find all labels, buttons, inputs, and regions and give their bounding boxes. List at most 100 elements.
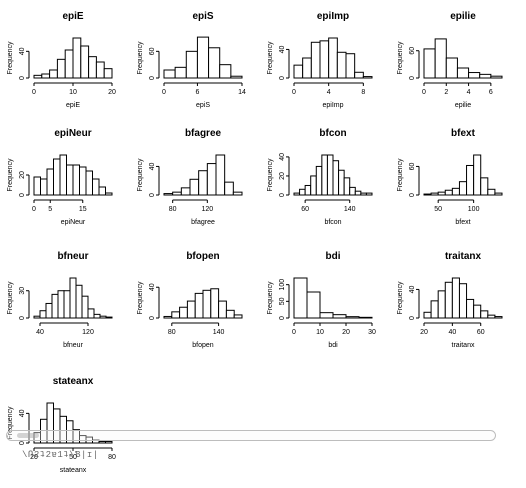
x-tick-label: 80 <box>169 206 177 213</box>
histogram-bar <box>345 316 360 319</box>
histogram-bar <box>315 165 323 196</box>
x-tick-label: 60 <box>301 206 309 213</box>
x-axis-label: traitanx <box>452 342 475 349</box>
histogram-bar <box>103 68 113 79</box>
histogram-bar <box>63 290 71 319</box>
histogram-bar <box>466 298 475 319</box>
y-axis-label: Frequency <box>7 281 14 315</box>
scrollbar-ghost-text: \Ո2ʇ2ɐ1ʇ\Ɓ|ɪ| <box>22 450 99 460</box>
y-tick-label: 40 <box>279 45 286 53</box>
y-axis-label: Frequency <box>397 41 404 75</box>
histogram-bar <box>302 57 312 79</box>
x-axis-label: bfagree <box>191 219 215 226</box>
histogram-bar <box>332 160 340 196</box>
histogram-bar <box>345 53 356 79</box>
histogram-bar <box>75 284 83 319</box>
histogram-bar <box>444 281 453 319</box>
y-tick-label: 0 <box>19 193 26 197</box>
y-tick-label: 40 <box>409 285 416 293</box>
x-tick-label: 20 <box>108 89 116 96</box>
y-tick-label: 40 <box>19 47 26 55</box>
y-tick-label: 40 <box>19 409 26 417</box>
x-tick-label: 50 <box>434 206 442 213</box>
histogram-bar <box>423 311 432 319</box>
y-axis-label: Frequency <box>267 281 274 315</box>
histogram-bar <box>480 310 489 319</box>
histogram-bar <box>33 315 41 319</box>
histogram-panel-epiImp: epiImp 0 4 8 epiImp 0 40 Frequency <box>267 11 373 109</box>
histogram-bar <box>189 178 200 196</box>
x-tick-label: 6 <box>195 89 199 96</box>
histogram-bar <box>98 441 106 444</box>
histogram-bar <box>92 178 100 196</box>
histogram-bar <box>186 300 196 319</box>
histogram-bar <box>45 302 53 319</box>
y-tick-label: 0 <box>279 76 286 80</box>
histogram-bar <box>215 154 226 196</box>
histogram-bar <box>458 181 468 196</box>
histogram-bar <box>98 186 106 196</box>
panel-title: bfopen <box>186 251 219 262</box>
histogram-bar <box>80 45 90 79</box>
y-tick-label: 0 <box>409 316 416 320</box>
histogram-bar <box>163 69 176 79</box>
x-tick-label: 10 <box>69 89 77 96</box>
histogram-bar <box>225 309 235 319</box>
histogram-panel-bdi: bdi 0 10 20 30 bdi 0 50 100 Frequency <box>267 251 376 349</box>
histogram-bar <box>180 187 191 196</box>
x-tick-label: 60 <box>477 329 485 336</box>
histogram-bar <box>49 69 58 79</box>
y-tick-label: 100 <box>279 279 286 291</box>
histogram-bar <box>365 192 373 196</box>
histogram-panel-bfneur: bfneur 40 120 bfneur 0 30 Frequency <box>7 251 113 349</box>
x-tick-label: 0 <box>32 89 36 96</box>
y-tick-label: 0 <box>19 316 26 320</box>
histogram-bar <box>33 74 43 79</box>
histogram-bar <box>79 166 87 196</box>
histogram-panel-epiNeur: epiNeur 0 5 15 epiNeur 0 20 Frequency <box>7 128 113 226</box>
histogram-bar <box>95 61 105 79</box>
x-tick-label: 0 <box>162 89 166 96</box>
histogram-bar <box>39 310 47 319</box>
histogram-bar <box>423 193 432 196</box>
histogram-bar <box>232 191 243 196</box>
panel-title: traitanx <box>445 251 482 262</box>
histogram-bar <box>293 192 301 196</box>
x-axis-label: bfopen <box>192 342 214 349</box>
scrollbar-thumb[interactable] <box>17 433 39 438</box>
x-tick-label: 140 <box>213 329 225 336</box>
horizontal-scrollbar[interactable] <box>6 430 496 441</box>
histogram-panel-epiS: epiS 0 6 14 epiS 0 60 Frequency <box>137 11 246 109</box>
x-axis-label: epiS <box>196 102 210 109</box>
histogram-bar <box>202 289 212 319</box>
y-tick-label: 60 <box>409 162 416 170</box>
histogram-bar <box>444 189 453 196</box>
x-tick-label: 50 <box>69 454 77 461</box>
x-tick-label: 20 <box>420 329 428 336</box>
y-tick-label: 40 <box>149 162 156 170</box>
histogram-bar <box>487 188 496 196</box>
histogram-panel-epilie: epilie 0 2 4 6 epilie 0 60 Frequency <box>397 11 503 109</box>
histogram-bar <box>430 192 439 196</box>
y-tick-label: 0 <box>279 193 286 197</box>
x-axis-label: epiNeur <box>61 219 86 226</box>
histogram-bar <box>494 316 503 319</box>
histogram-bar <box>64 49 74 79</box>
panel-title: bfagree <box>185 128 222 139</box>
histogram-bar <box>87 308 95 319</box>
histogram-bar <box>490 75 503 79</box>
histogram-bar <box>179 306 188 319</box>
histogram-bar <box>445 57 458 79</box>
y-tick-label: 0 <box>279 316 286 320</box>
y-tick-label: 60 <box>409 47 416 55</box>
histogram-bar <box>473 154 482 196</box>
panel-title: bfext <box>451 128 476 139</box>
histogram-bar <box>494 192 503 196</box>
y-tick-label: 0 <box>149 316 156 320</box>
x-tick-label: 8 <box>361 89 365 96</box>
histogram-bar <box>326 154 334 196</box>
y-axis-label: Frequency <box>7 158 14 192</box>
histogram-bar <box>46 168 54 196</box>
